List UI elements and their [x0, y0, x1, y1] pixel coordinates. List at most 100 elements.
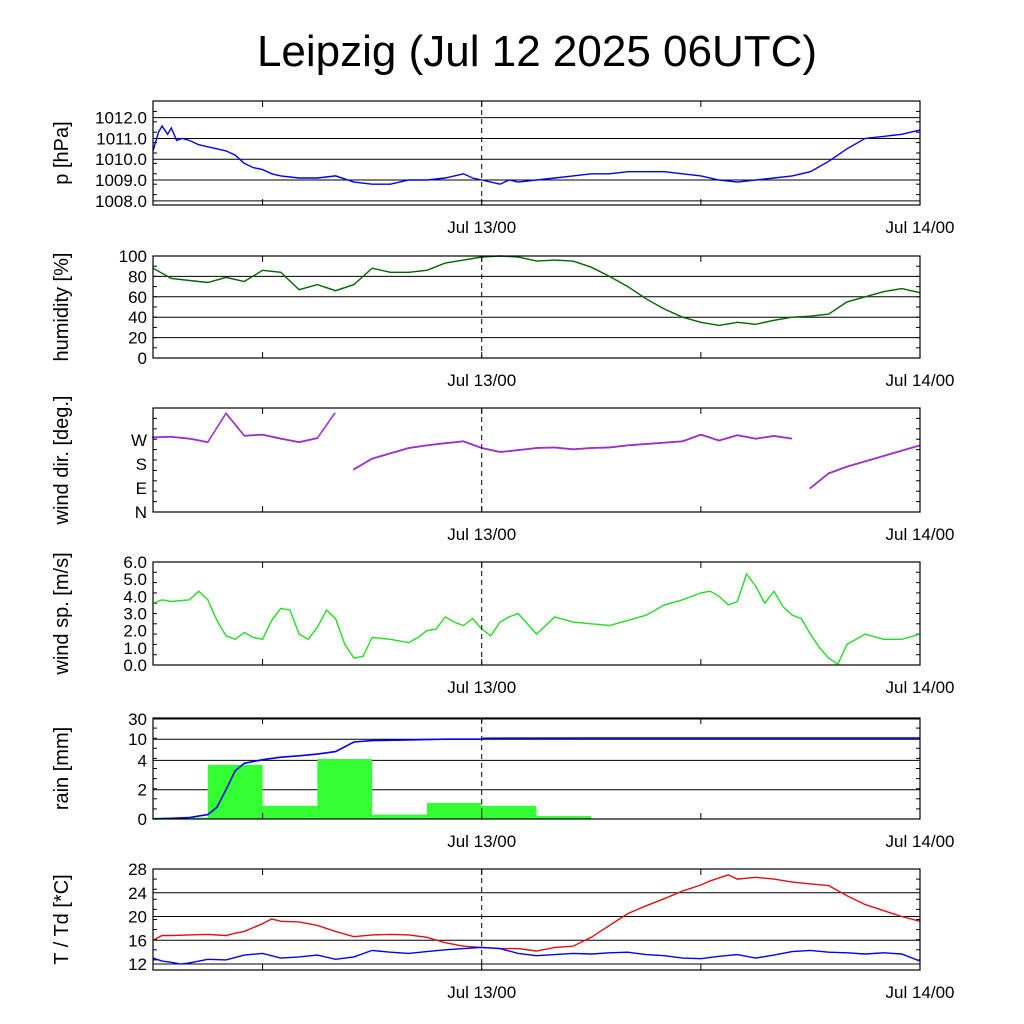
y-tick-label: 60 [128, 288, 147, 307]
panel-4: 0.01.02.03.04.05.06.0 Jul 13/00 Jul 14/00 w… [51, 552, 955, 697]
wind-direction-point [217, 423, 220, 426]
y-tick-label: 20 [128, 329, 147, 348]
wind-direction-point [327, 421, 330, 424]
wind-direction-point [319, 432, 322, 435]
y-tick-label: 30 [128, 710, 147, 729]
wind-direction-point [220, 420, 222, 423]
y-tick-label: N [135, 503, 147, 522]
series-line-1 [152, 255, 921, 327]
y-tick-label: 1011.0 [96, 129, 147, 148]
wind-direction-point [224, 413, 226, 416]
y-tick-label: 12 [128, 955, 147, 974]
y-tick-label: W [131, 431, 147, 450]
rain-bar [426, 802, 482, 819]
x-tick-label: Jul 14/00 [886, 218, 955, 237]
x-tick-label: Jul 14/00 [886, 983, 955, 1002]
wind-direction-point [225, 412, 227, 415]
series-line-1 [152, 572, 921, 666]
wind-direction-point [215, 426, 218, 429]
y-tick-label: 24 [128, 884, 147, 903]
x-tick-label: Jul 13/00 [447, 983, 516, 1002]
wind-direction-point [318, 434, 321, 437]
wind-direction-point [324, 425, 327, 428]
rain-bar [317, 759, 373, 819]
y-tick-label: 40 [128, 308, 147, 327]
y-tick-label: 1008.0 [95, 192, 147, 211]
y-tick-label: 1009.0 [95, 171, 147, 190]
wind-direction-point [322, 428, 325, 431]
x-tick-label: Jul 14/00 [886, 525, 955, 544]
chart-title: Leipzig (Jul 12 2025 06UTC) [257, 27, 817, 76]
panel-frame [152, 100, 921, 206]
wind-direction-point [221, 418, 223, 421]
x-tick-label: Jul 13/00 [447, 832, 516, 851]
x-tick-label: Jul 13/00 [447, 678, 516, 697]
panel-frame [152, 717, 921, 820]
y-axis-label: humidity [%] [51, 253, 73, 362]
panel-frame [152, 407, 921, 513]
x-tick-label: Jul 13/00 [447, 371, 516, 390]
y-tick-label: 6.0 [123, 553, 147, 572]
wind-direction-point [210, 434, 213, 437]
wind-direction-point [332, 413, 335, 416]
panel-6: 12 16 20 24 28 Jul 13/00 Jul 14/00 T / Td [*C] [51, 860, 955, 1002]
x-tick-label: Jul 13/00 [447, 525, 516, 544]
wind-direction-point [213, 429, 216, 432]
x-tick-label: Jul 14/00 [886, 371, 955, 390]
y-tick-label: 4 [138, 751, 147, 770]
panel-frame [152, 255, 921, 359]
y-tick-label: 20 [128, 908, 147, 927]
wind-direction-point [790, 437, 793, 440]
y-tick-label: 1010.0 [95, 150, 147, 169]
rain-accumulated-line [152, 737, 920, 820]
wind-direction-point [207, 439, 210, 442]
y-tick-label: 4.0 [123, 587, 147, 606]
y-tick-label: 100 [119, 247, 147, 266]
wind-direction-point [212, 431, 215, 434]
rain-bar [207, 764, 263, 819]
wind-direction-point [209, 436, 212, 439]
y-tick-label: 2 [138, 781, 147, 800]
panel-frame [152, 868, 921, 971]
y-tick-label: 80 [128, 267, 147, 286]
y-tick-label: 5.0 [123, 570, 147, 589]
y-axis-label: wind dir. [deg.] [51, 396, 73, 526]
x-tick-label: Jul 14/00 [886, 832, 955, 851]
y-tick-label: E [136, 479, 147, 498]
wind-direction-point [223, 415, 225, 418]
wind-direction-point [222, 417, 224, 420]
wind-direction-point [321, 429, 324, 432]
wind-direction-point [317, 435, 320, 438]
series-line-2 [152, 946, 921, 965]
y-axis-label: wind sp. [m/s] [51, 552, 73, 675]
y-axis-label: rain [mm] [51, 727, 73, 810]
wind-direction-point [325, 424, 328, 427]
wind-direction-point [211, 433, 214, 436]
series-line-1 [152, 874, 921, 952]
panel-frame [152, 561, 921, 666]
y-tick-label: 28 [128, 860, 147, 879]
wind-direction-point [206, 441, 209, 444]
wind-direction-point [219, 421, 221, 424]
y-tick-label: 10 [128, 730, 147, 749]
y-tick-label: S [136, 455, 147, 474]
wind-direction-point [216, 425, 219, 428]
rain-bar [262, 805, 318, 819]
y-tick-label: 0 [138, 810, 147, 829]
wind-direction-points [152, 412, 920, 489]
x-tick-label: Jul 13/00 [447, 218, 516, 237]
wind-direction-point [208, 437, 211, 440]
y-tick-label: 0 [138, 349, 147, 368]
rain-bar [481, 805, 537, 819]
y-tick-label: 16 [128, 931, 147, 950]
rain-bar [372, 814, 427, 819]
y-tick-label: 1.0 [123, 639, 147, 658]
wind-direction-point [326, 422, 329, 425]
wind-direction-point [330, 416, 333, 419]
rain-bar [536, 816, 592, 819]
y-tick-label: 1012.0 [95, 109, 147, 128]
